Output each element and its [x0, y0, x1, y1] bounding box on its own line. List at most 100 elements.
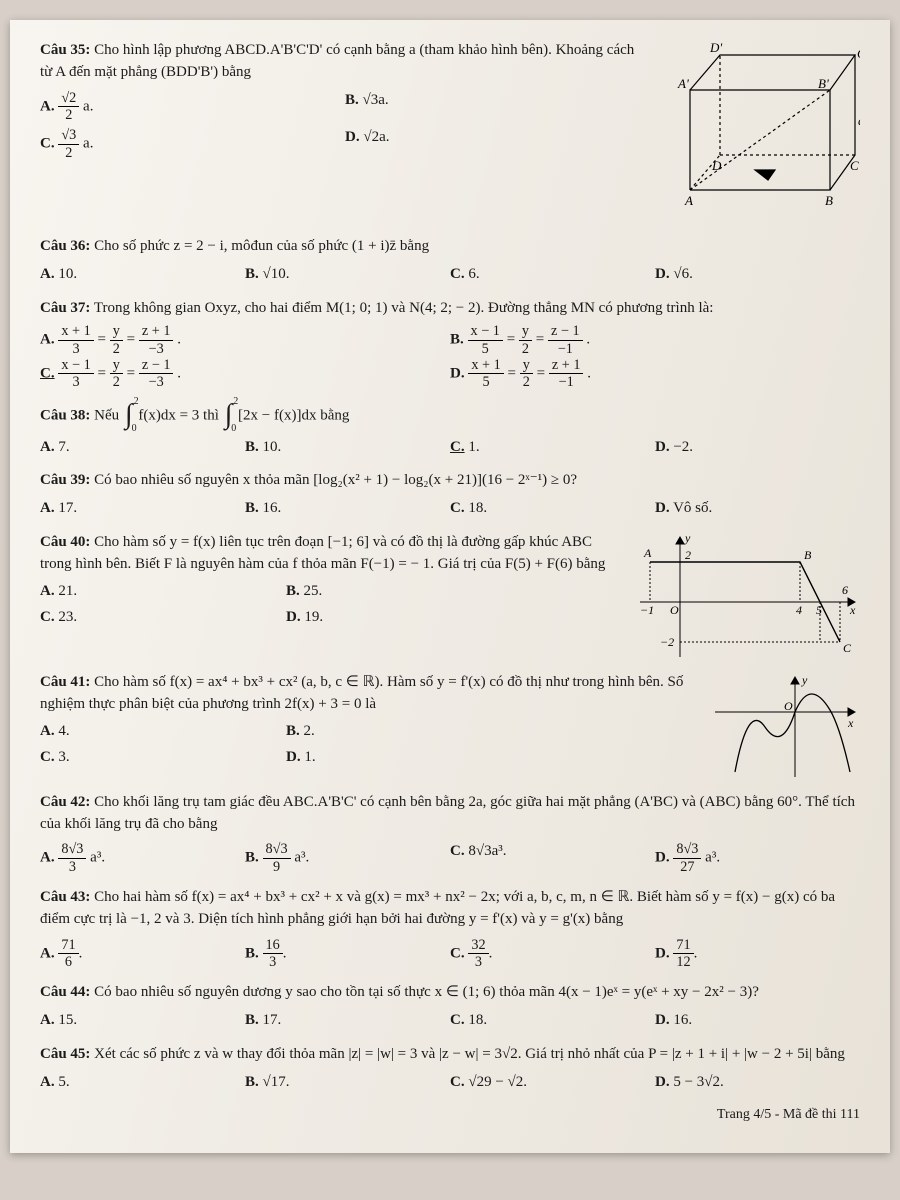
q39-optA: A. 17.	[40, 496, 245, 522]
q40-graph: O A 2 B −1 4 5 6 −2 C x y	[630, 532, 860, 662]
q36-optB: B. √10.	[245, 262, 450, 288]
q38-optD: D. −2.	[655, 435, 860, 461]
svg-text:y: y	[801, 673, 808, 687]
svg-text:O: O	[784, 699, 793, 713]
q37-title: Câu 37:	[40, 300, 90, 316]
q36-optD: D. √6.	[655, 262, 860, 288]
q36-title: Câu 36:	[40, 238, 90, 254]
svg-text:D: D	[711, 158, 722, 173]
svg-text:A: A	[684, 193, 693, 208]
q38-optC: C. 1.	[450, 435, 655, 461]
q41-optD: D. 1.	[286, 745, 532, 771]
cube-diagram: A B C D A' B' C' D' a	[660, 40, 860, 220]
q36-optC: C. 6.	[450, 262, 655, 288]
svg-text:B: B	[825, 193, 833, 208]
question-41: O x y Câu 41: Cho hàm số f(x) = ax⁴ + bx…	[40, 672, 860, 782]
svg-text:4: 4	[796, 603, 802, 617]
q35-optC: C. √32 a.	[40, 125, 345, 163]
q40-optC: C. 23.	[40, 605, 286, 631]
q45-optD: D. 5 − 3√2.	[655, 1070, 860, 1096]
svg-text:A': A'	[677, 76, 689, 91]
svg-text:D': D'	[709, 40, 722, 55]
q37-optD: D. x + 15 = y2 = z + 1−1 .	[450, 357, 860, 391]
integral-icon: 2∫0	[223, 401, 235, 431]
integral-icon: 2∫0	[123, 401, 135, 431]
q36-optA: A. 10.	[40, 262, 245, 288]
svg-text:a: a	[858, 113, 860, 128]
exam-page: A B C D A' B' C' D' a Câu 35: Cho hình l…	[10, 20, 890, 1153]
q44-optD: D. 16.	[655, 1008, 860, 1034]
q43-title: Câu 43:	[40, 889, 90, 905]
q42-optD: D. 8√327 a³.	[655, 839, 860, 877]
q38-optA: A. 7.	[40, 435, 245, 461]
q37-text: Trong không gian Oxyz, cho hai điểm M(1;…	[90, 300, 713, 316]
q41-graph: O x y	[710, 672, 860, 782]
q44-optC: C. 18.	[450, 1008, 655, 1034]
question-39: Câu 39: Có bao nhiêu số nguyên x thỏa mã…	[40, 470, 860, 522]
question-42: Câu 42: Cho khối lăng trụ tam giác đều A…	[40, 792, 860, 877]
question-37: Câu 37: Trong không gian Oxyz, cho hai đ…	[40, 298, 860, 391]
q43-optD: D. 7112.	[655, 935, 860, 973]
q42-optC: C. 8√3a³.	[450, 839, 655, 877]
q41-optB: B. 2.	[286, 719, 532, 745]
svg-text:y: y	[684, 532, 691, 545]
q37-optC: C. x − 13 = y2 = z − 1−3 .	[40, 357, 450, 391]
svg-text:2: 2	[685, 548, 691, 562]
q37-optB: B. x − 15 = y2 = z − 1−1 .	[450, 323, 860, 357]
q41-title: Câu 41:	[40, 674, 90, 690]
q45-optC: C. √29 − √2.	[450, 1070, 655, 1096]
svg-text:C': C'	[857, 46, 860, 61]
question-35: A B C D A' B' C' D' a Câu 35: Cho hình l…	[40, 40, 860, 226]
q39-title: Câu 39:	[40, 472, 90, 488]
q45-optA: A. 5.	[40, 1070, 245, 1096]
q44-title: Câu 44:	[40, 984, 90, 1000]
q43-optC: C. 323.	[450, 935, 655, 973]
q38-title: Câu 38:	[40, 407, 90, 423]
svg-text:B': B'	[818, 76, 829, 91]
q39-optC: C. 18.	[450, 496, 655, 522]
q42-title: Câu 42:	[40, 794, 90, 810]
q35-text: Cho hình lập phương ABCD.A'B'C'D' có cạn…	[40, 42, 634, 80]
svg-text:C: C	[843, 641, 852, 655]
question-44: Câu 44: Có bao nhiêu số nguyên dương y s…	[40, 982, 860, 1034]
question-45: Câu 45: Xét các số phức z và w thay đổi …	[40, 1044, 860, 1096]
q39-optB: B. 16.	[245, 496, 450, 522]
svg-text:−1: −1	[640, 603, 654, 617]
svg-text:O: O	[670, 603, 679, 617]
q41-optA: A. 4.	[40, 719, 286, 745]
q35-optB: B. √3a.	[345, 88, 650, 126]
q41-optC: C. 3.	[40, 745, 286, 771]
q35-title: Câu 35:	[40, 42, 90, 58]
q36-text: Cho số phức z = 2 − i, môđun của số phức…	[90, 238, 429, 254]
q42-optB: B. 8√39 a³.	[245, 839, 450, 877]
q38-optB: B. 10.	[245, 435, 450, 461]
svg-text:5: 5	[816, 603, 822, 617]
q45-optB: B. √17.	[245, 1070, 450, 1096]
svg-text:−2: −2	[660, 635, 674, 649]
q40-optA: A. 21.	[40, 579, 286, 605]
q45-title: Câu 45:	[40, 1046, 90, 1062]
question-40: O A 2 B −1 4 5 6 −2 C x y Câu 40: Cho hà…	[40, 532, 860, 662]
q43-optA: A. 716.	[40, 935, 245, 973]
q35-optD: D. √2a.	[345, 125, 650, 163]
q44-optB: B. 17.	[245, 1008, 450, 1034]
q42-optA: A. 8√33 a³.	[40, 839, 245, 877]
page-footer: Trang 4/5 - Mã đề thi 111	[40, 1107, 860, 1123]
q39-optD: D. Vô số.	[655, 496, 860, 522]
q35-optA: A. √22 a.	[40, 88, 345, 126]
question-36: Câu 36: Cho số phức z = 2 − i, môđun của…	[40, 236, 860, 288]
question-43: Câu 43: Cho hai hàm số f(x) = ax⁴ + bx³ …	[40, 887, 860, 972]
q37-optA: A. x + 13 = y2 = z + 1−3 .	[40, 323, 450, 357]
q44-optA: A. 15.	[40, 1008, 245, 1034]
svg-text:x: x	[849, 603, 856, 617]
q40-title: Câu 40:	[40, 534, 90, 550]
svg-text:x: x	[847, 716, 854, 730]
svg-text:6: 6	[842, 583, 848, 597]
svg-text:A: A	[643, 546, 652, 560]
question-38: Câu 38: Nếu 2∫0 f(x)dx = 3 thì 2∫0 [2x −…	[40, 401, 860, 461]
svg-text:C: C	[850, 158, 859, 173]
q43-optB: B. 163.	[245, 935, 450, 973]
svg-text:B: B	[804, 548, 812, 562]
q40-optD: D. 19.	[286, 605, 532, 631]
q40-optB: B. 25.	[286, 579, 532, 605]
